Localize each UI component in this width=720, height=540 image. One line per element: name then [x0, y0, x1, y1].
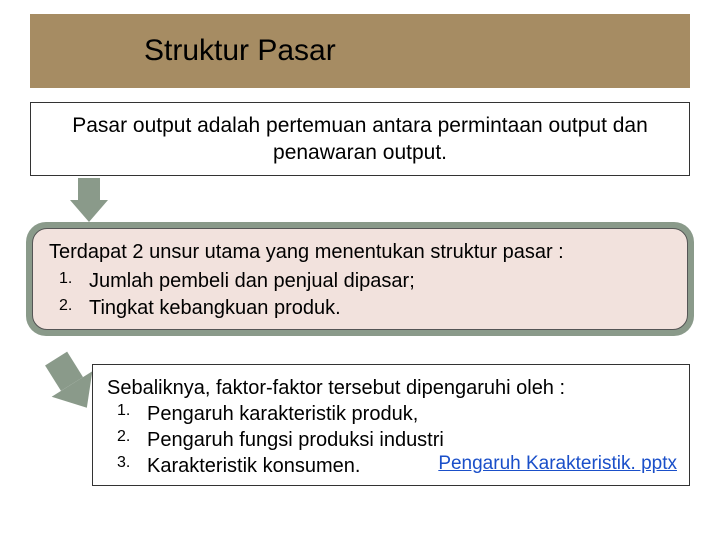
list-item-text: Pengaruh karakteristik produk,: [147, 403, 418, 425]
list-item: 1.Pengaruh karakteristik produk,: [117, 401, 675, 427]
structure-box: Terdapat 2 unsur utama yang menentukan s…: [32, 228, 688, 330]
title-bar: Struktur Pasar: [30, 14, 690, 88]
factors-box: Sebaliknya, faktor-faktor tersebut dipen…: [92, 364, 690, 486]
list-item-text: Jumlah pembeli dan penjual dipasar;: [89, 270, 415, 292]
list-item-text: Karakteristik konsumen.: [147, 455, 360, 477]
definition-text: Pasar output adalah pertemuan antara per…: [71, 112, 649, 167]
down-arrow-icon: [70, 178, 108, 222]
definition-box: Pasar output adalah pertemuan antara per…: [30, 102, 690, 176]
list-item: 1.Jumlah pembeli dan penjual dipasar;: [59, 268, 671, 295]
list-item: 2.Tingkat kebangkuan produk.: [59, 295, 671, 322]
structure-list: 1.Jumlah pembeli dan penjual dipasar; 2.…: [49, 268, 671, 322]
list-item-text: Pengaruh fungsi produksi industri: [147, 429, 444, 451]
structure-intro: Terdapat 2 unsur utama yang menentukan s…: [49, 239, 671, 266]
factors-intro: Sebaliknya, faktor-faktor tersebut dipen…: [107, 375, 675, 401]
structure-box-outer: Terdapat 2 unsur utama yang menentukan s…: [26, 222, 694, 336]
list-item-text: Tingkat kebangkuan produk.: [89, 297, 341, 319]
attachment-link[interactable]: Pengaruh Karakteristik. pptx: [438, 452, 677, 477]
list-item: 2.Pengaruh fungsi produksi industri: [117, 427, 675, 453]
slide-title: Struktur Pasar: [144, 34, 336, 68]
